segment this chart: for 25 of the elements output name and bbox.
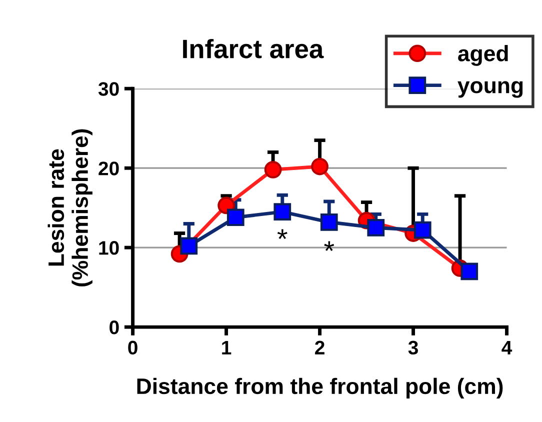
point (320, 213, 338, 231)
legend-label: aged (458, 45, 508, 66)
x-tick-label: 3 (408, 340, 418, 355)
y-tick-label: 20 (98, 162, 119, 176)
annotation: * (277, 229, 288, 240)
chart-title: Infarct area (183, 38, 324, 58)
y-tick-label: 30 (98, 82, 119, 96)
y-axis-title: Lesion rate (%hemisphere) (48, 129, 92, 286)
y-tick-label: 10 (99, 241, 119, 255)
point (367, 219, 385, 236)
point (414, 221, 432, 239)
x-axis-title: Distance from the frontal pole (cm) (137, 378, 503, 399)
point (264, 161, 282, 178)
y-tick-label: 0 (110, 320, 119, 334)
x-tick-label: 0 (128, 340, 138, 355)
point (460, 262, 478, 280)
x-tick-label: 1 (222, 340, 232, 354)
point (226, 208, 244, 226)
annotation: * (324, 241, 334, 251)
point (274, 203, 292, 220)
x-tick-label: 2 (315, 340, 324, 354)
point (180, 237, 198, 255)
legend-label: young (458, 81, 523, 98)
x-tick-label: 4 (502, 340, 512, 354)
point (311, 158, 328, 176)
